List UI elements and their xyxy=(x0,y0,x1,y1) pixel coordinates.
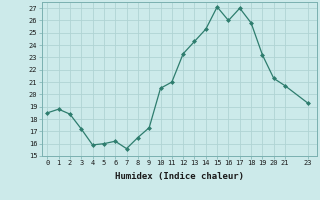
X-axis label: Humidex (Indice chaleur): Humidex (Indice chaleur) xyxy=(115,172,244,181)
